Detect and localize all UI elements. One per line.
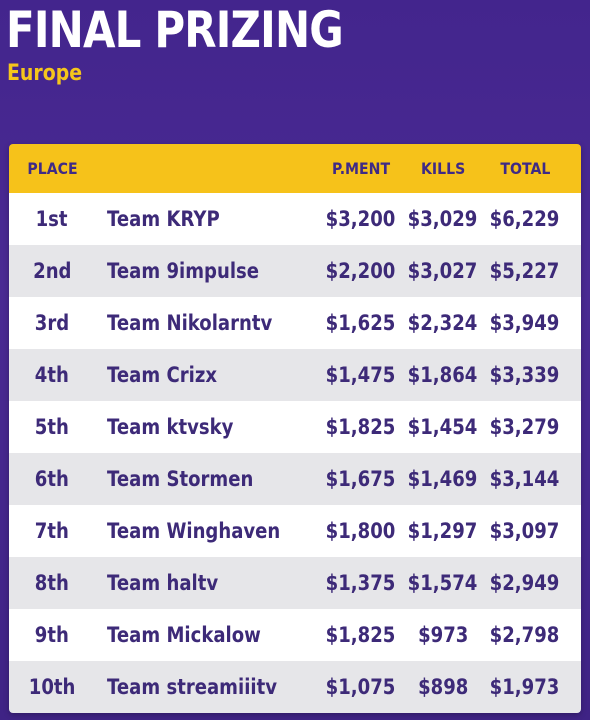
team-cell: Team ktvsky bbox=[107, 415, 234, 439]
region-subtitle: Europe bbox=[7, 61, 83, 86]
placement-prize-cell: $1,675 bbox=[326, 467, 396, 491]
table-row: 3rd Team Nikolarntv $1,625 $2,324 $3,949 bbox=[9, 297, 581, 349]
table-row: 6th Team Stormen $1,675 $1,469 $3,144 bbox=[9, 453, 581, 505]
table-row: 8th Team haltv $1,375 $1,574 $2,949 bbox=[9, 557, 581, 609]
place-cell: 3rd bbox=[34, 311, 70, 335]
placement-prize-cell: $1,825 bbox=[326, 623, 396, 647]
place-cell: 9th bbox=[34, 623, 70, 647]
placement-prize-cell: $1,825 bbox=[326, 415, 396, 439]
total-prize-cell: $3,339 bbox=[490, 363, 560, 387]
place-cell: 6th bbox=[34, 467, 70, 491]
header-team bbox=[107, 144, 322, 193]
placement-prize-cell: $1,475 bbox=[326, 363, 396, 387]
total-prize-cell: $3,949 bbox=[490, 311, 560, 335]
team-cell: Team Stormen bbox=[107, 467, 254, 491]
table-body: 1st Team KRYP $3,200 $3,029 $6,229 2nd T… bbox=[9, 193, 581, 713]
placement-prize-cell: $1,625 bbox=[326, 311, 396, 335]
total-prize-cell: $2,949 bbox=[490, 571, 560, 595]
kills-prize-cell: $1,864 bbox=[408, 363, 478, 387]
kills-prize-cell: $1,574 bbox=[408, 571, 478, 595]
team-cell: Team Mickalow bbox=[107, 623, 261, 647]
table-row: 7th Team Winghaven $1,800 $1,297 $3,097 bbox=[9, 505, 581, 557]
table-header-row: PLACE P.MENT KILLS TOTAL bbox=[9, 144, 581, 193]
place-cell: 10th bbox=[28, 675, 76, 699]
total-prize-cell: $2,798 bbox=[490, 623, 560, 647]
place-cell: 4th bbox=[34, 363, 70, 387]
placement-prize-cell: $1,075 bbox=[326, 675, 396, 699]
table-row: 1st Team KRYP $3,200 $3,029 $6,229 bbox=[9, 193, 581, 245]
total-prize-cell: $3,144 bbox=[490, 467, 560, 491]
team-cell: Team 9impulse bbox=[107, 259, 260, 283]
kills-prize-cell: $1,469 bbox=[408, 467, 478, 491]
total-prize-cell: $6,229 bbox=[490, 207, 560, 231]
placement-prize-cell: $1,800 bbox=[326, 519, 396, 543]
team-cell: Team Nikolarntv bbox=[107, 311, 273, 335]
kills-prize-cell: $1,297 bbox=[408, 519, 478, 543]
header-total: TOTAL bbox=[500, 159, 550, 178]
header-placement: P.MENT bbox=[331, 159, 391, 178]
kills-prize-cell: $1,454 bbox=[408, 415, 478, 439]
team-cell: Team streamiiitv bbox=[107, 675, 277, 699]
placement-prize-cell: $2,200 bbox=[326, 259, 396, 283]
kills-prize-cell: $898 bbox=[417, 675, 469, 699]
team-cell: Team Crizx bbox=[107, 363, 217, 387]
total-prize-cell: $3,279 bbox=[490, 415, 560, 439]
team-cell: Team Winghaven bbox=[107, 519, 281, 543]
total-prize-cell: $5,227 bbox=[490, 259, 560, 283]
placement-prize-cell: $3,200 bbox=[326, 207, 396, 231]
table-row: 9th Team Mickalow $1,825 $973 $2,798 bbox=[9, 609, 581, 661]
kills-prize-cell: $3,029 bbox=[408, 207, 478, 231]
kills-prize-cell: $2,324 bbox=[408, 311, 478, 335]
table-row: 2nd Team 9impulse $2,200 $3,027 $5,227 bbox=[9, 245, 581, 297]
placement-prize-cell: $1,375 bbox=[326, 571, 396, 595]
place-cell: 5th bbox=[34, 415, 70, 439]
header-kills: KILLS bbox=[420, 159, 466, 178]
place-cell: 8th bbox=[34, 571, 70, 595]
page-title: FINAL PRIZING bbox=[6, 1, 344, 59]
place-cell: 7th bbox=[34, 519, 70, 543]
team-cell: Team KRYP bbox=[107, 207, 220, 231]
place-cell: 2nd bbox=[32, 259, 72, 283]
kills-prize-cell: $3,027 bbox=[408, 259, 478, 283]
table-row: 5th Team ktvsky $1,825 $1,454 $3,279 bbox=[9, 401, 581, 453]
header-place: PLACE bbox=[26, 159, 78, 178]
team-cell: Team haltv bbox=[107, 571, 219, 595]
total-prize-cell: $1,973 bbox=[490, 675, 560, 699]
total-prize-cell: $3,097 bbox=[490, 519, 560, 543]
prizing-table: PLACE P.MENT KILLS TOTAL 1st Team KRYP $… bbox=[9, 144, 581, 713]
table-row: 10th Team streamiiitv $1,075 $898 $1,973 bbox=[9, 661, 581, 713]
table-row: 4th Team Crizx $1,475 $1,864 $3,339 bbox=[9, 349, 581, 401]
kills-prize-cell: $973 bbox=[417, 623, 469, 647]
place-cell: 1st bbox=[36, 207, 68, 231]
